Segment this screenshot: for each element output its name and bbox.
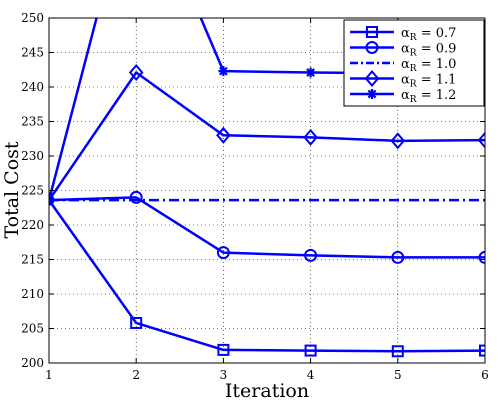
series-2 [49, 190, 485, 264]
data-point-square [130, 316, 143, 329]
y-tick-label: 225 [21, 184, 44, 198]
x-tick-label: 4 [307, 368, 315, 382]
y-axis-title: Total Cost [1, 141, 23, 238]
series-line [49, 196, 485, 259]
y-tick-label: 215 [21, 253, 44, 267]
data-point-circle [365, 41, 379, 54]
legend: αR = 0.7αR = 0.9αR = 1.0αR = 1.1αR = 1.2 [343, 19, 485, 107]
y-tick-label: 240 [21, 80, 44, 94]
data-point-diamond [303, 128, 318, 146]
axis-ticks: 1 2 3 4 5 6 200 205 210 215 220 225 230 235 240 245 250 [21, 11, 489, 382]
y-tick-label: 235 [21, 115, 44, 129]
x-tick-label: 3 [220, 368, 228, 382]
data-point-square [304, 344, 317, 357]
x-axis-title: Iteration [225, 380, 309, 402]
series-1 [49, 199, 485, 358]
y-tick-label: 245 [21, 46, 44, 60]
data-point-diamond [216, 126, 231, 144]
x-tick-label: 1 [45, 368, 53, 382]
y-tick-label: 205 [21, 322, 44, 336]
data-point-asterisk [367, 89, 377, 99]
data-point-square [391, 345, 404, 358]
data-point-asterisk [218, 66, 229, 77]
y-tick-label: 220 [21, 218, 44, 232]
data-point-square [479, 344, 485, 357]
x-tick-label: 6 [481, 368, 489, 382]
y-tick-label: 250 [21, 11, 44, 25]
data-point-circle [216, 246, 230, 260]
data-point-square [217, 343, 230, 356]
legend-label: αR = 1.1 [401, 73, 456, 90]
start-point [49, 194, 55, 206]
data-point-asterisk [305, 67, 316, 78]
data-point-diamond [390, 132, 406, 150]
legend-entry: αR = 1.0 [350, 57, 456, 74]
y-tick-label: 210 [21, 287, 44, 301]
legend-label: αR = 0.7 [401, 26, 456, 43]
x-tick-label: 5 [394, 368, 402, 382]
grid [49, 18, 485, 363]
legend-label: αR = 1.2 [401, 88, 456, 105]
x-tick-label: 2 [132, 368, 140, 382]
data-point-circle [304, 248, 318, 262]
data-point-circle [391, 250, 405, 264]
data-point-circle [129, 190, 143, 204]
data-point-diamond [364, 69, 380, 88]
data-point-square [366, 26, 378, 38]
data-point-diamond [477, 131, 485, 149]
legend-entry: αR = 1.1 [350, 69, 456, 90]
series-line [49, 199, 485, 353]
legend-entry: αR = 1.2 [350, 88, 456, 105]
legend-label: αR = 0.9 [401, 42, 456, 59]
y-tick-label: 230 [21, 149, 44, 163]
y-tick-label: 200 [21, 356, 44, 370]
legend-entry: αR = 0.7 [350, 26, 456, 43]
data-point-diamond [128, 63, 144, 82]
data-point-circle [478, 250, 485, 264]
legend-label: αR = 1.0 [401, 57, 456, 74]
series-line [49, 71, 485, 201]
series-4 [49, 63, 485, 201]
legend-entry: αR = 0.9 [350, 41, 456, 59]
